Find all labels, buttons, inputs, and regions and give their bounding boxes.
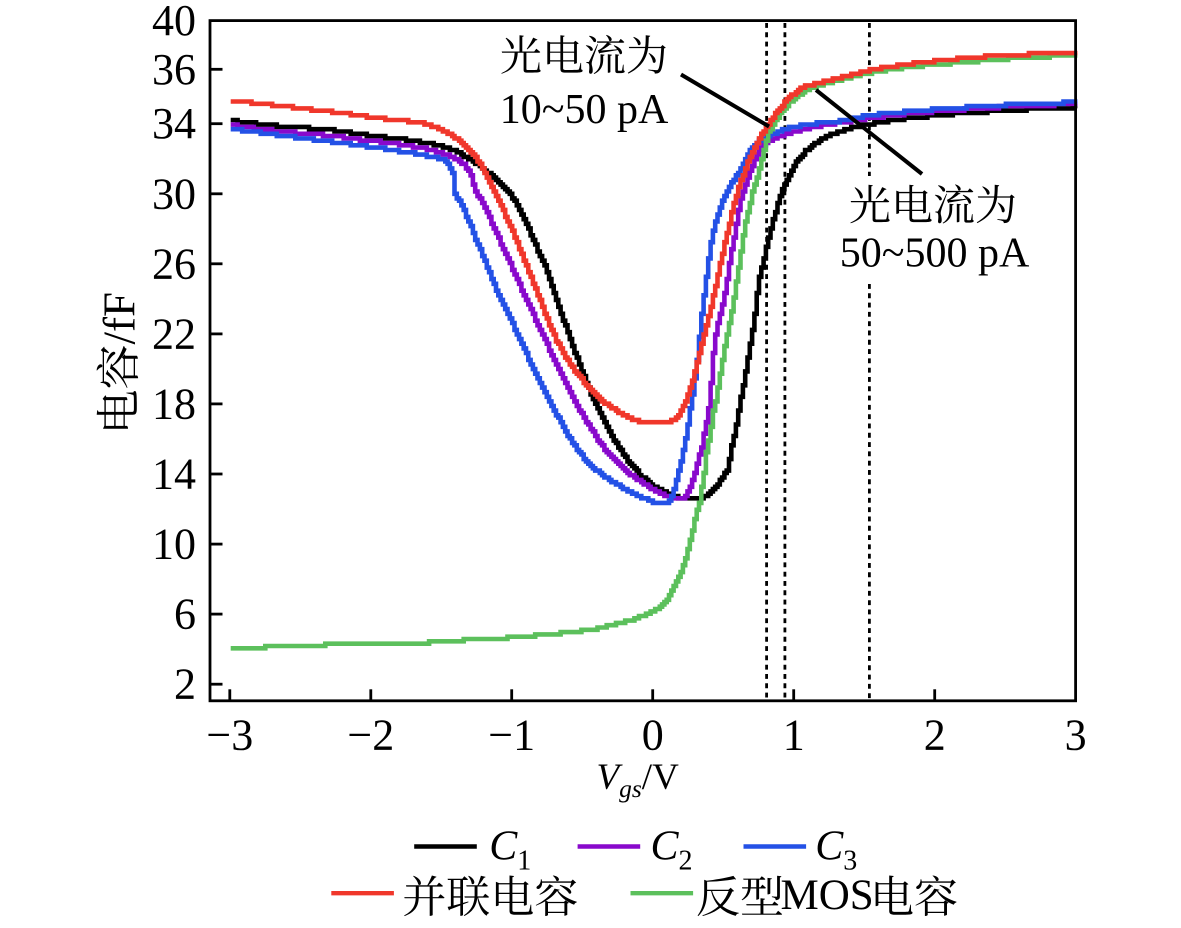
svg-text:C1: C1 — [489, 823, 531, 876]
svg-text:50~500 pA: 50~500 pA — [840, 231, 1030, 277]
svg-text:6: 6 — [174, 590, 196, 639]
svg-text:2: 2 — [924, 711, 946, 760]
svg-text:−3: −3 — [206, 711, 253, 760]
svg-text:−2: −2 — [347, 711, 394, 760]
svg-text:−1: −1 — [488, 711, 535, 760]
svg-text:3: 3 — [1065, 711, 1087, 760]
svg-text:34: 34 — [152, 99, 196, 148]
svg-text:36: 36 — [152, 45, 196, 94]
svg-text:C3: C3 — [815, 823, 857, 876]
svg-text:Vgs/V: Vgs/V — [597, 757, 680, 803]
svg-text:30: 30 — [152, 169, 196, 218]
svg-text:0: 0 — [642, 711, 664, 760]
svg-text:10: 10 — [152, 520, 196, 569]
svg-text:40: 40 — [152, 0, 196, 45]
svg-text:22: 22 — [152, 309, 196, 358]
svg-text:/fF: /fF — [95, 292, 145, 345]
svg-text:18: 18 — [152, 379, 196, 428]
svg-text:MOS: MOS — [781, 872, 874, 919]
svg-text:1: 1 — [783, 711, 805, 760]
svg-text:14: 14 — [152, 450, 196, 499]
svg-text:10~50 pA: 10~50 pA — [500, 87, 669, 133]
svg-text:C2: C2 — [651, 823, 693, 876]
svg-text:26: 26 — [152, 239, 196, 288]
svg-text:2: 2 — [174, 660, 196, 709]
